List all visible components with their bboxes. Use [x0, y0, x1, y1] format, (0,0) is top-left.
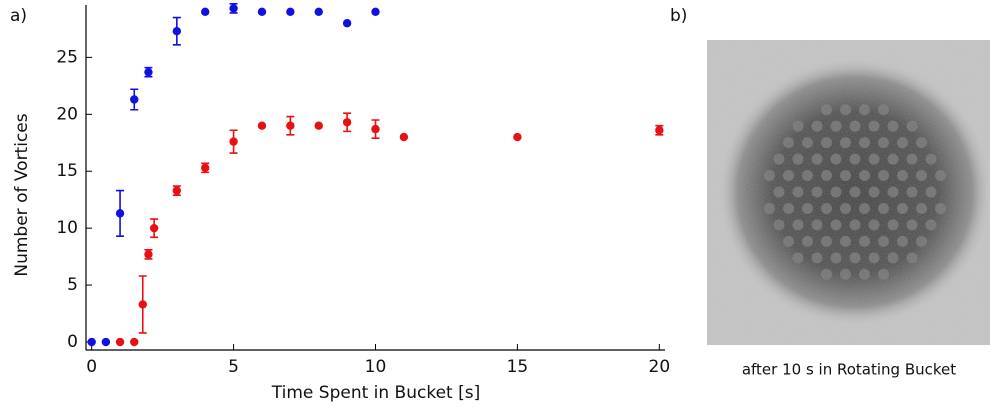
data-point [371, 124, 380, 134]
data-point [115, 209, 125, 218]
panel-label: a) [10, 6, 27, 26]
x-tick-label: 5 [228, 357, 239, 377]
x-tick-label: 10 [365, 357, 387, 377]
data-point [130, 95, 139, 104]
data-point [314, 121, 323, 130]
data-point [513, 132, 522, 142]
data-point [229, 137, 238, 146]
y-tick-label: 20 [56, 104, 78, 124]
data-point [257, 7, 267, 17]
data-point [229, 4, 238, 13]
data-point [399, 132, 409, 142]
x-axis-label: Time Spent in Bucket [s] [271, 383, 480, 403]
image-caption: after 10 s in Rotating Bucket [742, 361, 956, 379]
panel-label: b) [670, 6, 687, 26]
data-point [342, 19, 352, 28]
data-point [115, 337, 125, 347]
vortex-image [707, 40, 990, 345]
data-point [286, 7, 295, 17]
data-point [201, 7, 210, 17]
x-tick-label: 20 [649, 357, 671, 377]
data-point [130, 337, 139, 347]
data-point [87, 337, 96, 347]
data-point [655, 126, 664, 135]
y-tick-label: 25 [56, 47, 78, 67]
data-point [172, 26, 182, 36]
data-point [138, 300, 147, 309]
data-point [172, 186, 182, 195]
y-tick-label: 0 [67, 332, 78, 352]
data-point [314, 7, 323, 17]
data-point [149, 223, 159, 233]
data-point [101, 337, 111, 347]
y-tick-label: 5 [67, 275, 78, 295]
x-tick-label: 0 [86, 357, 97, 377]
data-point [201, 163, 210, 173]
y-tick-label: 15 [56, 161, 78, 181]
data-point [286, 121, 295, 130]
data-point [144, 67, 153, 77]
x-tick-label: 15 [507, 357, 529, 377]
data-point [257, 121, 267, 130]
y-tick-label: 10 [56, 218, 78, 238]
data-point [342, 118, 352, 127]
data-point [144, 250, 153, 259]
y-axis-label: Number of Vortices [12, 113, 32, 276]
data-point [371, 7, 380, 17]
